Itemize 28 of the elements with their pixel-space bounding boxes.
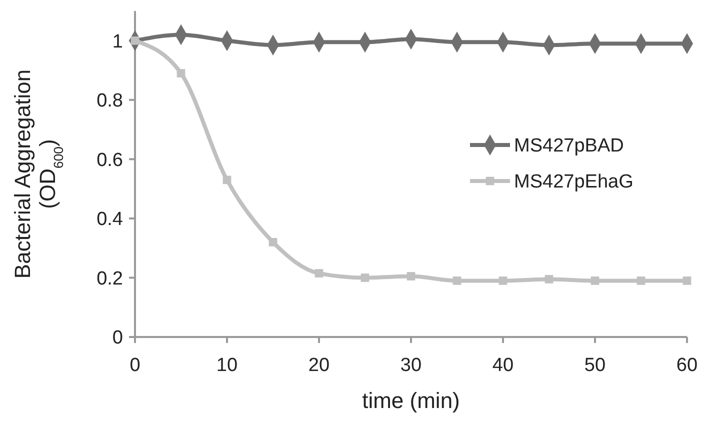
x-tick-label: 0	[130, 355, 140, 376]
point	[590, 276, 600, 285]
x-tick-label: 20	[308, 355, 330, 376]
legend-label: MS427pBAD	[514, 136, 624, 157]
y-tick-label: 1	[112, 31, 123, 52]
point	[314, 269, 324, 278]
point	[682, 276, 692, 285]
point	[222, 176, 232, 184]
y-tick-label: 0.2	[96, 268, 123, 290]
x-tick-label: 60	[676, 355, 698, 376]
legend-label: MS427pEhaG	[514, 172, 634, 193]
x-tick-label: 50	[584, 355, 606, 376]
point	[268, 238, 278, 246]
point	[176, 69, 186, 78]
x-tick-label: 30	[400, 355, 422, 376]
x-axis-title: time (min)	[362, 388, 460, 413]
point	[452, 276, 462, 285]
y-tick-label: 0.8	[96, 90, 123, 112]
point	[544, 275, 554, 284]
x-tick-label: 40	[492, 355, 514, 376]
point	[360, 274, 370, 282]
x-tick-label: 10	[216, 355, 238, 376]
y-tick-label: 0.6	[96, 150, 123, 171]
point	[498, 276, 508, 285]
y-tick-label: 0.4	[96, 209, 124, 230]
point	[406, 272, 416, 280]
point	[636, 276, 646, 285]
y-tick-label: 0	[112, 328, 123, 349]
